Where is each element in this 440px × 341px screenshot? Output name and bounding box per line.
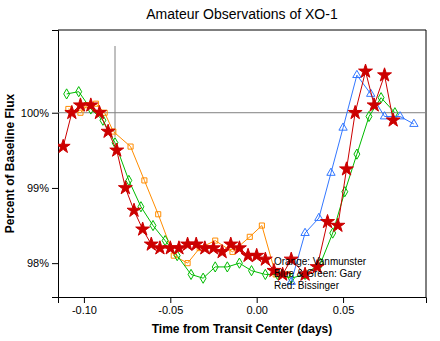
- series-marker: [224, 262, 230, 272]
- x-axis-tick: -0.10: [72, 297, 97, 316]
- y-axis-tick-label: 99%: [27, 182, 49, 194]
- series: [58, 64, 400, 280]
- x-axis-tick-mark: [170, 297, 171, 303]
- frame-top: [58, 30, 426, 31]
- annotation-line: Blue & Green: Gary: [274, 268, 361, 279]
- series-marker: [64, 89, 70, 99]
- x-axis: -0.10 -0.05 0.00 0.05: [59, 297, 427, 316]
- series-marker: [118, 181, 132, 194]
- reference-vline: [115, 46, 116, 137]
- frame-right: [426, 30, 427, 297]
- series-marker: [378, 68, 392, 81]
- series-marker: [410, 119, 418, 126]
- series-marker: [247, 234, 252, 239]
- data-layer: [58, 46, 426, 284]
- series-marker: [200, 273, 206, 283]
- series-line: [291, 75, 414, 282]
- series-marker: [386, 113, 400, 126]
- series-marker: [236, 258, 242, 268]
- x-axis-tick-label: -0.05: [158, 304, 183, 316]
- series: [66, 101, 291, 277]
- annotation: Orange: VanmunsterBlue & Green: GaryRed:…: [274, 256, 367, 291]
- series-marker: [156, 212, 161, 217]
- series-marker: [136, 222, 150, 235]
- series-marker: [127, 203, 141, 216]
- series-marker: [262, 269, 268, 279]
- series: [287, 70, 418, 284]
- series-marker: [76, 87, 82, 97]
- series-marker: [301, 228, 309, 235]
- series-marker: [142, 178, 147, 183]
- annotation-line: Orange: Vanmunster: [274, 256, 367, 267]
- y-axis-tick: 99%: [27, 182, 58, 194]
- y-axis-tick: 98%: [27, 257, 58, 269]
- series-marker: [93, 105, 107, 118]
- x-axis-tick: 0.05: [333, 297, 354, 316]
- chart-container: -0.10 -0.05 0.00 0.05 98% 99% 100% Orange: Vanm…: [0, 0, 440, 341]
- series-marker: [353, 70, 361, 77]
- x-axis-tick-mark: [84, 297, 85, 303]
- series-marker: [84, 98, 98, 111]
- y-axis-tick-mark: [52, 263, 58, 264]
- series-marker: [185, 261, 190, 266]
- series-marker: [359, 64, 373, 77]
- series-marker: [101, 124, 115, 137]
- series-marker: [212, 262, 218, 272]
- y-axis-line: [52, 31, 59, 298]
- series-marker: [215, 245, 229, 258]
- series-marker: [378, 93, 384, 103]
- series-marker: [249, 266, 255, 276]
- x-axis-tick: -0.05: [158, 297, 183, 316]
- series-marker: [128, 144, 133, 149]
- series-marker: [321, 214, 335, 227]
- x-axis-tick-label: 0.05: [333, 304, 354, 316]
- annotation-line: Red: Bissinger: [274, 280, 340, 291]
- y-axis-title: Percent of Baseline Flux: [3, 93, 17, 233]
- plot-area: -0.10 -0.05 0.00 0.05 98% 99% 100% Orange: Vanm…: [21, 30, 427, 316]
- x-axis-tick-mark: [257, 297, 258, 303]
- series-marker: [367, 98, 381, 111]
- series-marker: [348, 105, 362, 118]
- y-axis-tick-mark: [52, 188, 58, 189]
- series-marker: [354, 149, 360, 159]
- series-marker: [150, 220, 156, 230]
- series-marker: [339, 123, 347, 130]
- x-axis-tick-label: -0.10: [72, 304, 97, 316]
- series-marker: [162, 235, 168, 245]
- y-axis-tick-label: 100%: [21, 107, 49, 119]
- y-axis-tick-label: 98%: [27, 257, 49, 269]
- x-axis-line: [59, 298, 427, 304]
- x-axis-title: Time from Transit Center (days): [152, 322, 333, 336]
- series-marker: [58, 139, 70, 152]
- chart-title: Amateur Observations of XO-1: [146, 6, 338, 22]
- x-axis-tick: 0.00: [246, 297, 267, 316]
- series-marker: [366, 111, 372, 121]
- series-marker: [327, 168, 335, 175]
- series: [64, 87, 398, 284]
- series-line: [68, 104, 287, 275]
- series-marker: [65, 105, 79, 118]
- series-line: [63, 71, 393, 274]
- series-marker: [259, 223, 264, 228]
- series-marker: [258, 252, 272, 265]
- y-axis-tick-mark: [52, 113, 58, 114]
- x-axis-tick-label: 0.00: [246, 304, 267, 316]
- series-marker: [188, 269, 194, 279]
- series-marker: [331, 218, 345, 231]
- series-marker: [110, 143, 124, 156]
- y-axis-tick: 100%: [21, 107, 58, 119]
- series-marker: [232, 241, 246, 254]
- series-marker: [340, 162, 354, 175]
- chart-svg: -0.10 -0.05 0.00 0.05 98% 99% 100% Orange: Vanm…: [0, 0, 440, 341]
- x-axis-tick-mark: [343, 297, 344, 303]
- y-axis: 98% 99% 100%: [21, 31, 59, 298]
